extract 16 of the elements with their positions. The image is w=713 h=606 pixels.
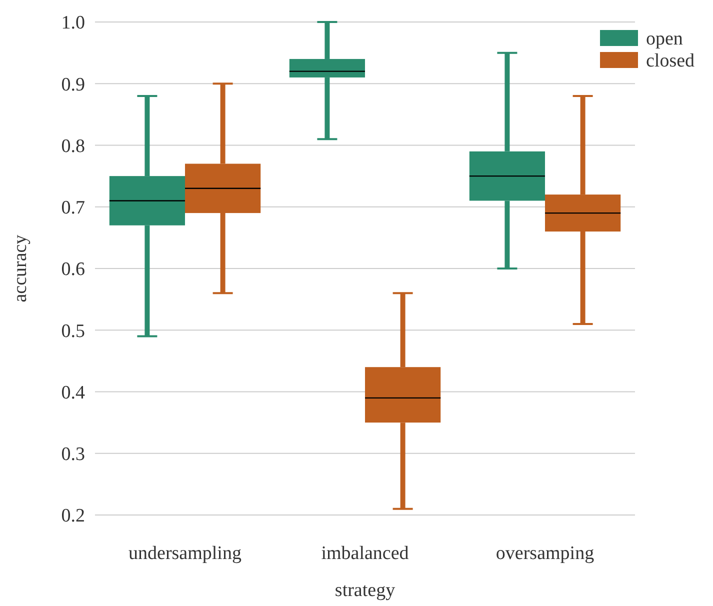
legend-label: open <box>646 28 684 50</box>
y-tick-label: 0.6 <box>61 259 85 280</box>
x-axis-title: strategy <box>334 580 396 601</box>
x-tick-label: oversamping <box>496 543 595 564</box>
y-axis-title: accuracy <box>10 234 31 302</box>
y-tick-label: 0.3 <box>61 444 85 466</box>
y-tick-label: 0.5 <box>61 320 85 342</box>
legend-label: closed <box>646 50 696 72</box>
x-tick-label: undersampling <box>128 543 242 564</box>
y-tick-label: 0.9 <box>61 74 85 96</box>
y-tick-label: 0.4 <box>61 382 86 404</box>
y-tick-label: 0.8 <box>61 136 85 157</box>
y-tick-label: 1.0 <box>61 12 85 34</box>
x-tick-label: imbalanced <box>321 543 410 564</box>
y-tick-label: 0.7 <box>61 198 85 219</box>
y-tick-label: 0.2 <box>61 506 85 527</box>
